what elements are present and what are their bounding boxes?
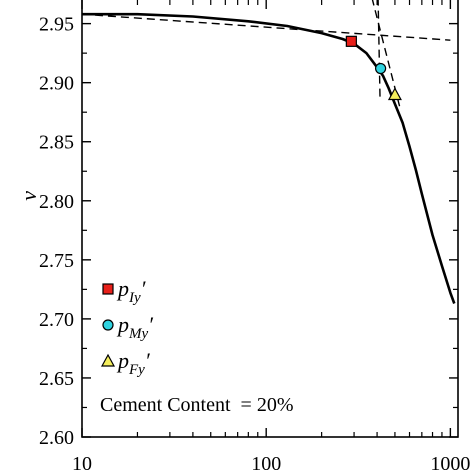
y-tick-label: 2.95 — [39, 14, 74, 36]
legend-label-prime: ′ — [148, 312, 154, 337]
legend-label: pIy′ — [116, 276, 147, 306]
legend-label-prime: ′ — [145, 348, 151, 373]
tangent-line — [81, 13, 451, 41]
legend: pIy′pMy′pFy′ — [100, 276, 154, 378]
x-tick-label: 1000 — [430, 453, 470, 474]
legend-label: pFy′ — [116, 348, 151, 378]
y-axis-label: v — [16, 191, 41, 201]
plot-frame — [81, 0, 459, 438]
legend-label-subscript: Iy — [128, 290, 141, 306]
legend-label: pMy′ — [116, 312, 154, 342]
x-tick-label: 100 — [251, 453, 281, 474]
y-tick-label: 2.65 — [39, 368, 74, 390]
y-tick-label: 2.60 — [39, 427, 74, 449]
legend-label-base: p — [116, 276, 129, 301]
marker-triangle — [387, 87, 402, 101]
marker-square — [345, 35, 357, 47]
legend-marker-triangle — [100, 353, 116, 367]
legend-marker-circle — [102, 319, 114, 331]
legend-marker-square — [102, 283, 114, 295]
data-markers — [345, 35, 402, 101]
x-tick-label: 10 — [72, 453, 92, 474]
data-curve — [82, 12, 456, 304]
axes: 10 100 1000 2.60 2.65 2.70 2.75 2.80 2.85 2.90 2.9… — [39, 0, 470, 474]
legend-label-base: p — [116, 312, 129, 337]
legend-label-prime: ′ — [141, 276, 147, 301]
y-tick-label: 2.75 — [39, 250, 74, 272]
legend-label-subscript: My — [128, 326, 148, 342]
cement-content-annotation: Cement Content = 20% — [100, 394, 293, 416]
y-tick-label: 2.90 — [39, 73, 74, 95]
y-tick-label: 2.85 — [39, 132, 74, 154]
y-tick-label: 2.80 — [39, 191, 74, 213]
legend-label-base: p — [116, 348, 129, 373]
tangent-line — [377, 0, 381, 99]
legend-label-subscript: Fy — [128, 362, 145, 378]
plot-lines — [81, 0, 456, 304]
marker-circle — [375, 62, 387, 75]
y-tick-label: 2.70 — [39, 309, 74, 331]
